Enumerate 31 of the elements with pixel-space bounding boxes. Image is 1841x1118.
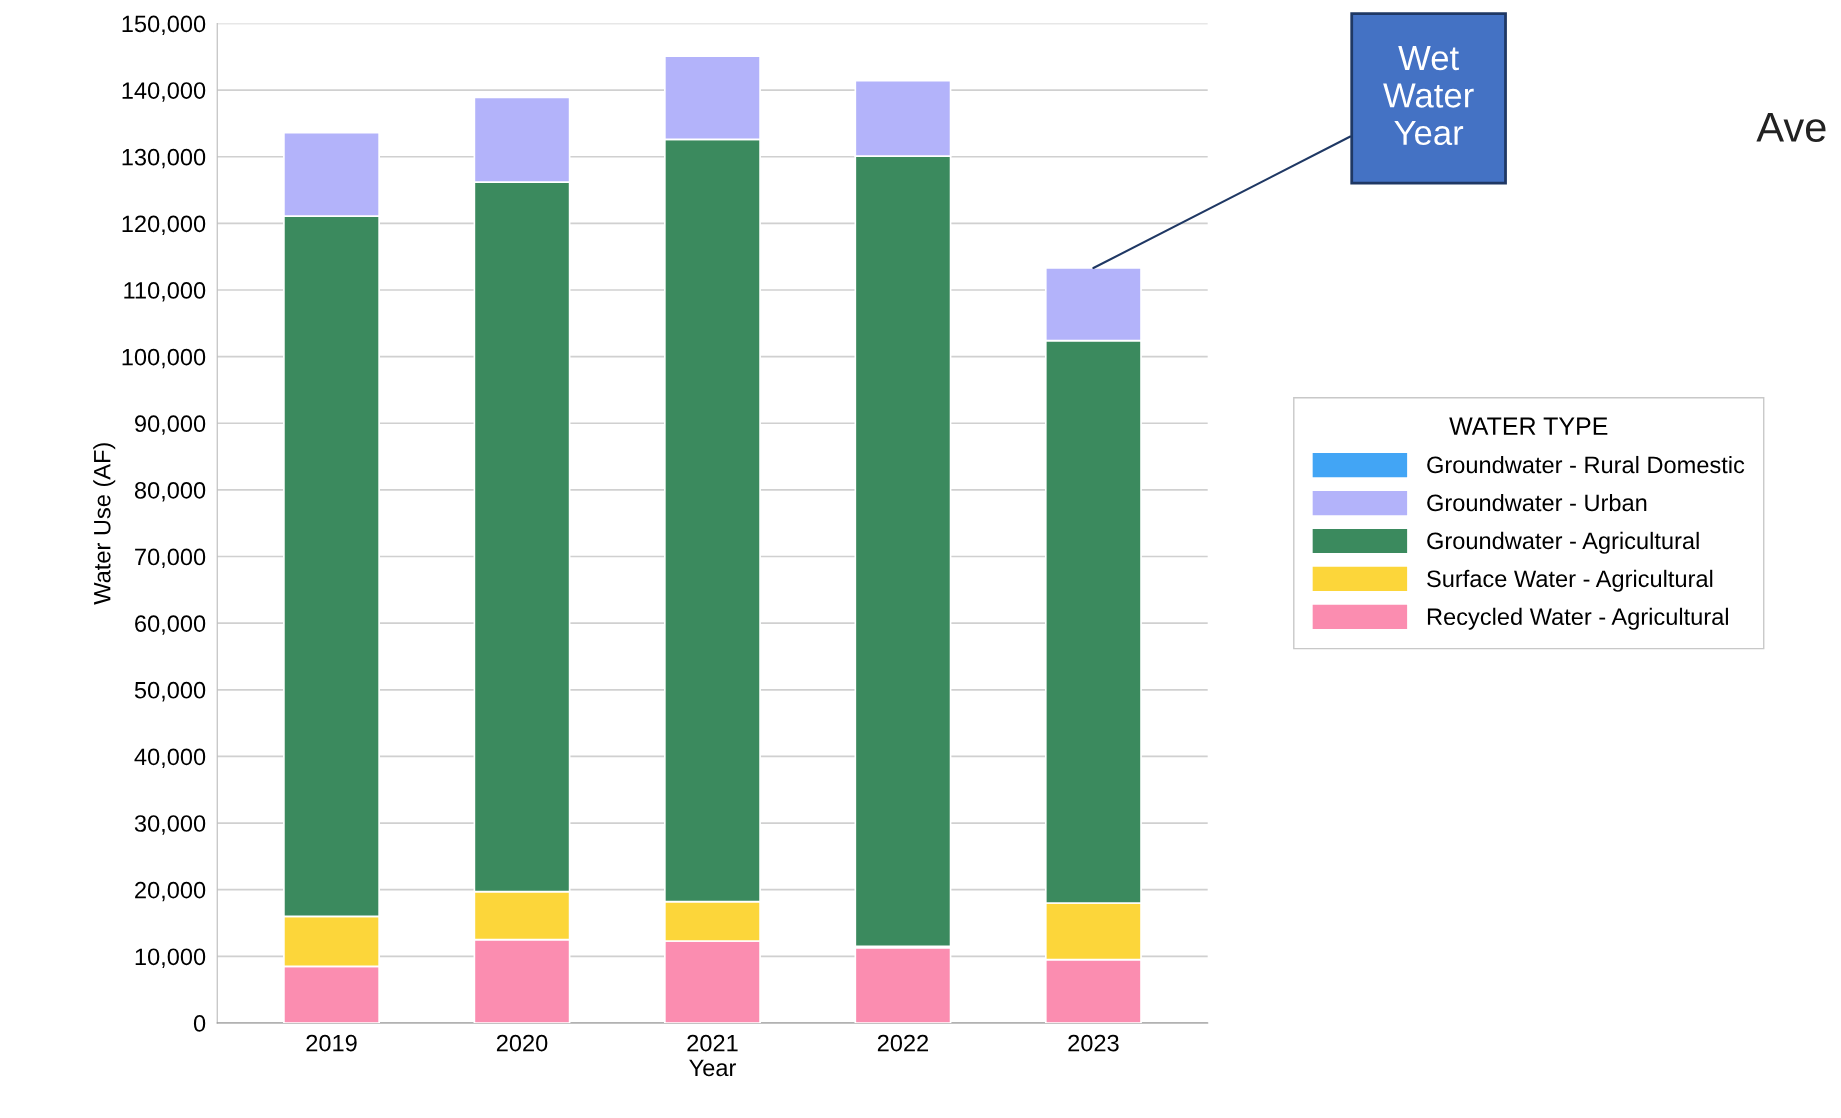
y-tick-label: 110,000 xyxy=(124,282,206,302)
y-axis-title: Water Use (AF) xyxy=(93,443,116,605)
y-tick-label: 70,000 xyxy=(135,548,206,569)
legend-label: Groundwater - Urban xyxy=(1427,493,1647,512)
y-tick-label: 140,000 xyxy=(122,82,206,102)
legend-title: WATER TYPE xyxy=(1449,417,1608,435)
y-tick-label: 0 xyxy=(193,1015,206,1032)
legend-label: Recycled Water - Agricultural xyxy=(1427,607,1728,630)
x-axis-title: Year xyxy=(689,1059,736,1077)
y-tick-label: 30,000 xyxy=(134,815,206,835)
x-tick-label: 2021 xyxy=(687,1034,738,1052)
y-tick-label: 100,000 xyxy=(122,348,206,369)
y-tick-label: 90,000 xyxy=(135,415,206,435)
y-tick-label: 40,000 xyxy=(134,748,206,769)
y-tick-label: 80,000 xyxy=(134,481,206,502)
legend-label: Groundwater - Agricultural xyxy=(1427,531,1699,554)
y-tick-label: 130,000 xyxy=(122,148,206,169)
y-tick-label: 10,000 xyxy=(135,948,206,968)
x-tick-label: 2019 xyxy=(306,1034,357,1052)
x-tick-label: 2022 xyxy=(877,1034,929,1052)
y-tick-label: 50,000 xyxy=(134,681,206,702)
y-tick-label: 150,000 xyxy=(122,15,206,36)
legend-label: Surface Water - Agricultural xyxy=(1427,569,1713,592)
annotation: Wet Water Year xyxy=(1383,46,1474,146)
y-tick-label: 120,000 xyxy=(122,215,206,235)
y-tick-label: 20,000 xyxy=(135,881,206,902)
x-tick-label: 2020 xyxy=(496,1034,548,1052)
text: Ave xyxy=(1756,112,1826,142)
legend-label: Groundwater - Rural Domestic xyxy=(1427,455,1745,474)
y-tick-label: 60,000 xyxy=(135,615,206,635)
x-tick-label: 2023 xyxy=(1068,1034,1119,1052)
